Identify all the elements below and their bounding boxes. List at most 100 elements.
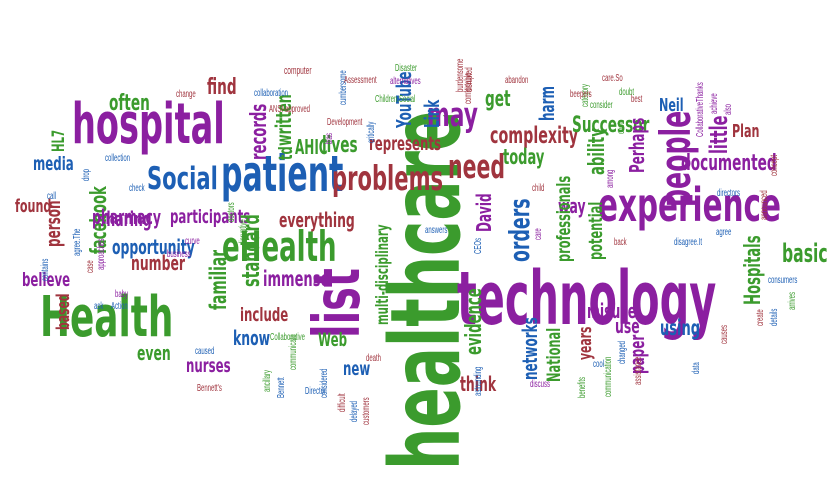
word-complexity: complexity xyxy=(490,123,579,149)
word-get: get xyxy=(485,87,511,112)
word-cool: cool xyxy=(593,359,605,370)
word-bennett: Bennett xyxy=(276,377,287,398)
word-new: new xyxy=(343,358,371,380)
word-assistance: assistance xyxy=(633,356,644,385)
word-concept: concept xyxy=(769,154,780,176)
word-patient: patient xyxy=(221,145,344,203)
word-often: often xyxy=(109,91,150,116)
word-misuse: misuse xyxy=(587,299,637,323)
word-problems: problems xyxy=(332,159,444,199)
word-assessment: Assessment xyxy=(344,75,377,86)
word-curve: curve xyxy=(185,236,200,247)
word-disruptive: disruptive xyxy=(238,219,249,245)
word-benefits: benefits xyxy=(577,376,588,398)
word-director: Director xyxy=(305,386,327,397)
word-also: also xyxy=(723,103,734,115)
word-records: records xyxy=(247,103,272,160)
word-action: Action xyxy=(111,301,128,312)
word-collaborativethanks: CollaborativeThanks xyxy=(695,82,706,137)
word-professionals: professionals xyxy=(553,175,575,262)
word-among: among xyxy=(605,169,616,188)
word-announced: announced xyxy=(759,190,770,220)
word-include: include xyxy=(240,304,289,326)
word-national: National xyxy=(543,327,565,382)
word-basic: basic xyxy=(782,239,828,269)
word-doubt: doubt xyxy=(619,87,635,98)
word-documented: documented xyxy=(681,151,777,176)
word-even: even xyxy=(137,341,171,365)
word-causes: causes xyxy=(719,324,730,344)
word-ancillary: ancillary xyxy=(262,369,273,392)
word-today: today xyxy=(503,145,545,169)
word-based: based xyxy=(53,293,74,330)
word-represents: represents xyxy=(369,133,442,155)
word-successor: Successor xyxy=(572,113,650,138)
word-ceos: CEOs xyxy=(473,237,484,254)
word-collaborative: Collaborative xyxy=(270,332,306,343)
word-technology: technology xyxy=(457,256,717,342)
word-potential: potential xyxy=(585,201,607,260)
word-communication: communication xyxy=(603,356,614,397)
word-number: number xyxy=(131,251,185,275)
word-details: details xyxy=(769,308,780,326)
word-using: using xyxy=(660,316,701,340)
word-consumers: consumers xyxy=(768,275,798,286)
word-perhaps: Perhaps xyxy=(625,117,649,173)
word-discuss: discuss xyxy=(530,379,551,390)
word-media: media xyxy=(33,153,74,175)
word-may: may xyxy=(427,95,478,134)
word-death: death xyxy=(366,353,382,364)
word-disagree-it: disagree.It xyxy=(674,237,703,248)
word-alternatives: alternatives xyxy=(390,76,421,87)
word-years: years xyxy=(575,326,596,360)
word-arrives: arrives xyxy=(787,291,798,310)
word-astounding: astounding xyxy=(473,366,484,396)
word-business: business xyxy=(167,249,191,260)
word-answers: answers xyxy=(425,225,448,236)
word-cost: cost xyxy=(616,122,627,134)
word-hospitals: Hospitals xyxy=(741,235,766,305)
word-delayed: delayed xyxy=(349,400,360,422)
word-achieve: achieve xyxy=(709,93,720,114)
word-pharmacy: pharmacy xyxy=(92,205,161,229)
word-find: find xyxy=(207,75,237,100)
word-web: Web xyxy=(318,329,348,351)
word-considered: considered xyxy=(319,368,330,398)
word-immense: immense xyxy=(263,267,330,291)
word-communicate: communicate xyxy=(288,334,299,370)
word-david: David xyxy=(472,193,496,232)
word-participants: participants xyxy=(170,206,251,228)
word-best: best xyxy=(631,94,643,105)
word-hospital: hospital xyxy=(72,92,225,157)
word-abandon: abandon xyxy=(505,75,529,86)
word-person: person xyxy=(41,200,65,247)
word-hl7: HL7 xyxy=(49,129,69,152)
word-baby: baby xyxy=(115,289,129,300)
word-bias: bias xyxy=(324,132,335,144)
word-change: change xyxy=(176,89,196,100)
word-disaster: Disaster xyxy=(395,63,418,74)
word-child: child xyxy=(532,183,545,194)
word-drop: drop xyxy=(81,168,92,181)
word-changed: changed xyxy=(617,340,628,364)
word-collaboration: collaboration xyxy=(254,88,289,99)
word-care-so: care.So xyxy=(602,73,623,84)
word-experience: experience xyxy=(598,178,781,232)
word-bennett-s: Bennett's xyxy=(197,383,222,394)
word-critically: critically xyxy=(366,121,377,143)
word-ehealth: eHealth xyxy=(222,222,337,271)
word-approaches: approaches xyxy=(96,238,107,270)
word-development: Development xyxy=(327,117,363,128)
word-contains: contains xyxy=(40,258,51,281)
word-evidence: evidence xyxy=(462,288,487,355)
word-td: td xyxy=(275,146,297,160)
word-everything: everything xyxy=(279,208,355,232)
word-orders: orders xyxy=(503,198,536,262)
word-data: data xyxy=(691,362,702,374)
word-link: Link xyxy=(420,99,444,128)
word-multi-disciplinary: multi-disciplinary xyxy=(373,224,393,325)
word-networks: networks xyxy=(518,317,542,380)
word-ahic: AHIC xyxy=(295,135,328,159)
word-agree: agree xyxy=(716,227,732,238)
